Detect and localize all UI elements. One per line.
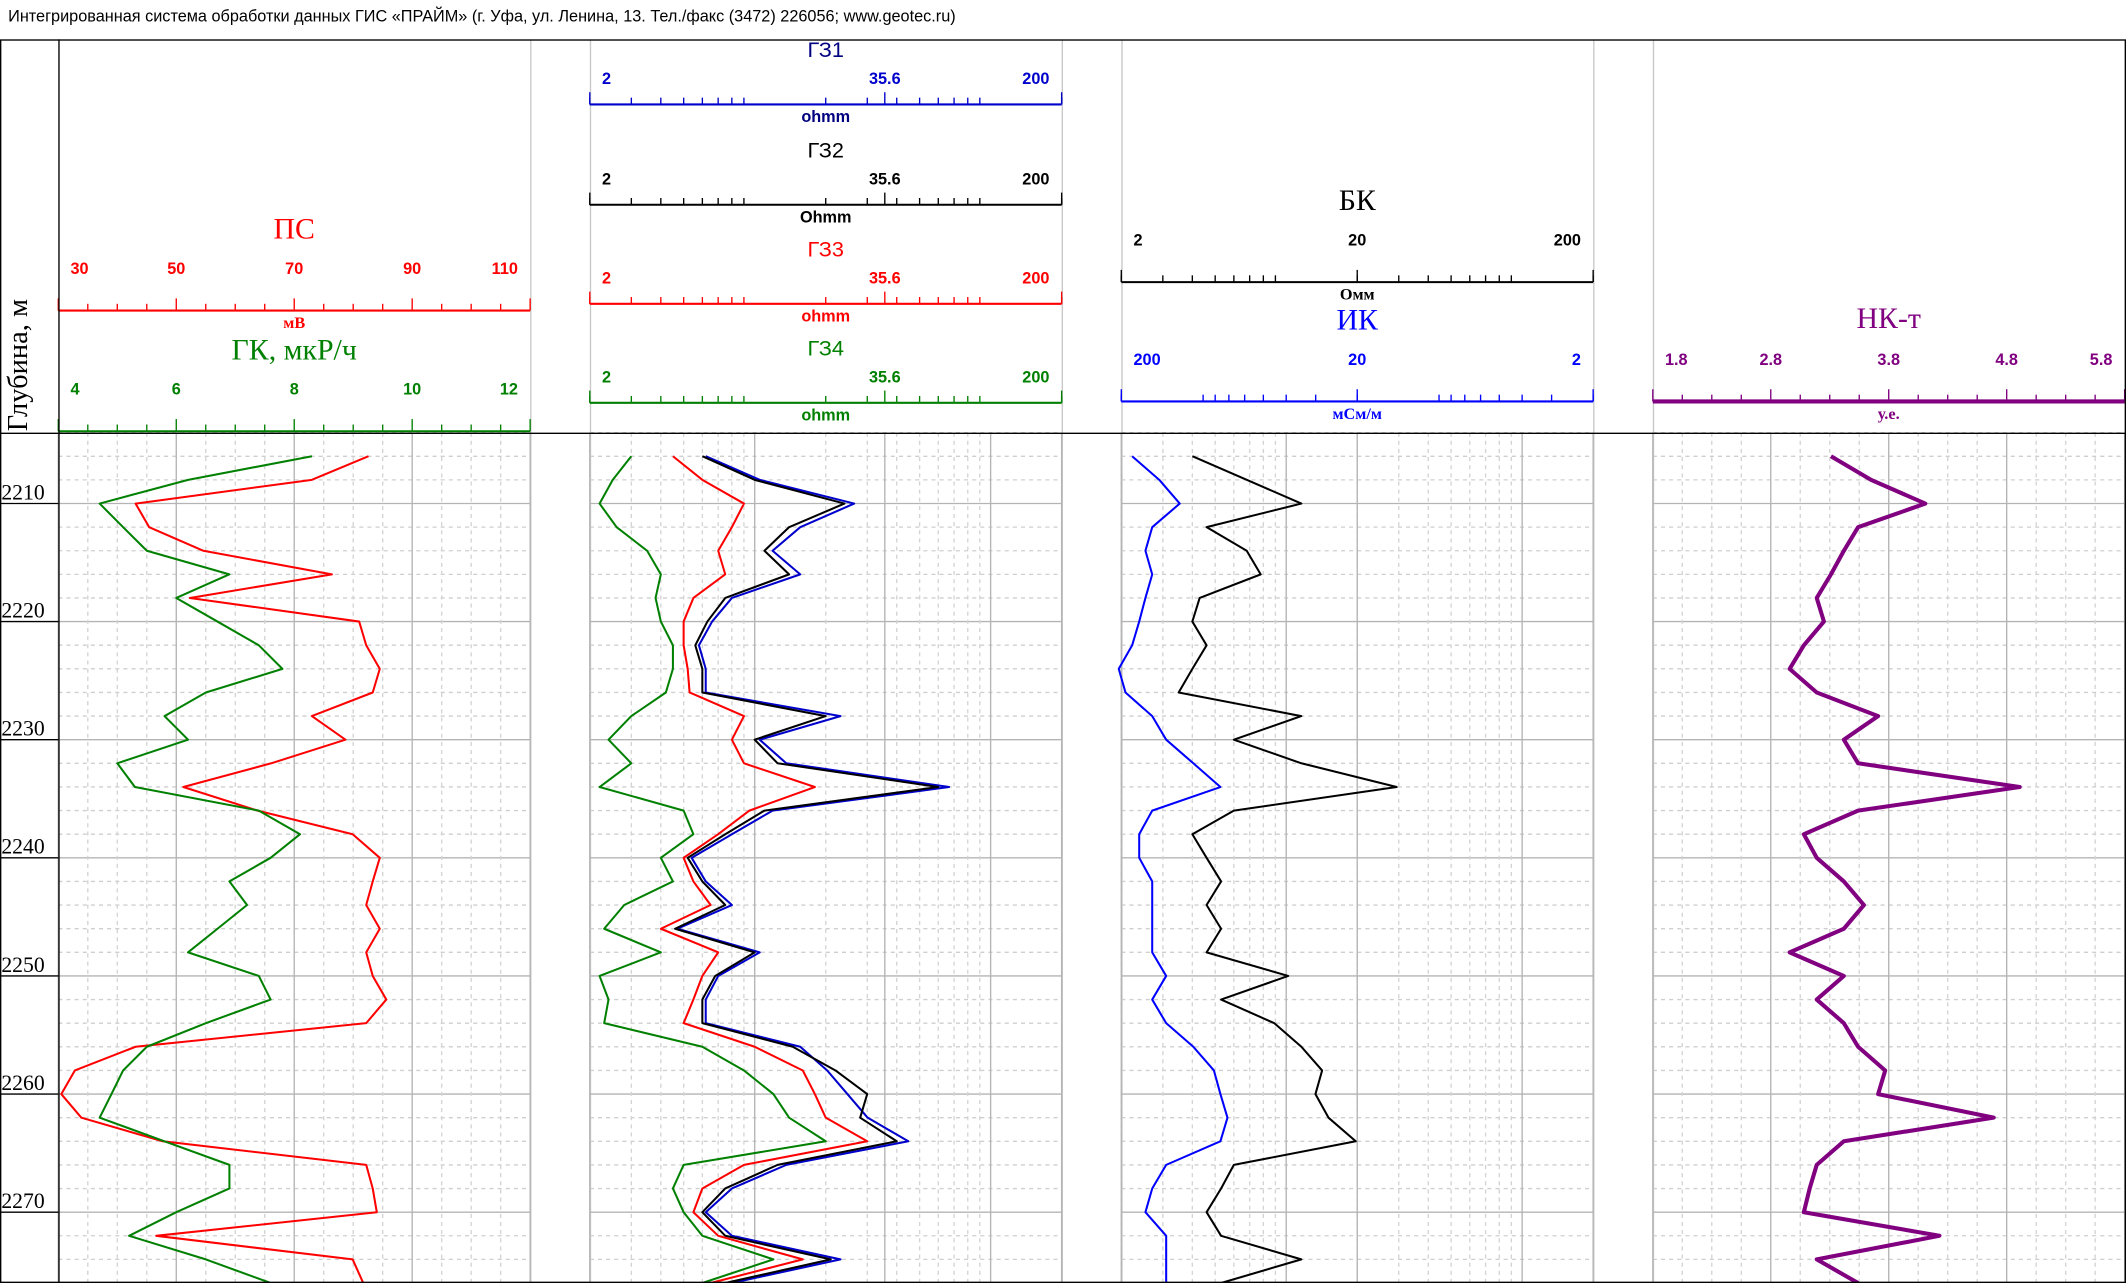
scale-tick-label: 10 bbox=[403, 381, 421, 399]
curve-title: ПС bbox=[274, 213, 315, 246]
scale-tick-label: 50 bbox=[167, 260, 185, 278]
scale-tick-label: 200 bbox=[1022, 269, 1049, 287]
curve-title: ИК bbox=[1337, 304, 1379, 337]
log-curve bbox=[60, 455, 388, 1283]
scale-tick-label: 20 bbox=[1348, 351, 1366, 369]
log-curve bbox=[1117, 455, 1229, 1283]
scale-tick-label: 35.6 bbox=[869, 170, 901, 188]
scale-tick-label: 200 bbox=[1022, 170, 1049, 188]
scale-tick-label: 200 bbox=[1022, 368, 1049, 386]
curve-title: ГЗ1 bbox=[808, 37, 844, 62]
scale-tick-label: 2.8 bbox=[1759, 351, 1782, 369]
scale-tick-label: 30 bbox=[71, 260, 89, 278]
curve-title: НК-т bbox=[1857, 302, 1921, 335]
frame bbox=[0, 39, 2126, 1283]
scale-tick-label: 20 bbox=[1348, 231, 1366, 249]
curve-unit: ohmm bbox=[801, 307, 850, 325]
log-curve bbox=[674, 455, 940, 1283]
scale-tick-label: 5.8 bbox=[2090, 351, 2113, 369]
depth-tick-label: 2220 bbox=[1, 599, 45, 623]
log-curve bbox=[1177, 455, 1398, 1283]
log-curve bbox=[676, 455, 951, 1283]
scale-tick-label: 200 bbox=[1022, 70, 1049, 88]
log-curve bbox=[1787, 454, 2022, 1283]
scale-tick-label: 110 bbox=[492, 260, 518, 278]
log-curve bbox=[598, 455, 827, 1283]
scale-tick-label: 35.6 bbox=[869, 269, 901, 287]
log-curve bbox=[659, 455, 869, 1283]
curve-unit: мСм/м bbox=[1332, 405, 1382, 423]
depth-tick-label: 2260 bbox=[1, 1071, 45, 1095]
depth-tick-label: 2270 bbox=[1, 1189, 45, 1213]
scale-tick-label: 2 bbox=[602, 368, 611, 386]
curve-unit: у.е. bbox=[1878, 405, 1900, 423]
curve-unit: ohmm bbox=[801, 108, 850, 126]
curve-title: ГЗ3 bbox=[808, 236, 844, 261]
scale-tick-label: 4.8 bbox=[1995, 351, 2018, 369]
scale-tick-label: 8 bbox=[290, 381, 299, 399]
depth-tick-label: 2210 bbox=[1, 480, 45, 504]
scale-tick-label: 2 bbox=[602, 269, 611, 287]
scale-tick-label: 200 bbox=[1134, 351, 1161, 369]
scale-tick-label: 1.8 bbox=[1665, 351, 1688, 369]
curve-title: ГЗ2 bbox=[808, 137, 844, 162]
curve-unit: ohmm bbox=[801, 406, 850, 424]
scale-tick-label: 12 bbox=[500, 381, 518, 399]
curve-unit: Ohmm bbox=[800, 208, 852, 226]
scale-tick-label: 2 bbox=[602, 70, 611, 88]
curve-unit: Омм bbox=[1340, 286, 1375, 304]
scale-tick-label: 90 bbox=[403, 260, 421, 278]
scale-tick-label: 200 bbox=[1554, 231, 1581, 249]
scale-tick-label: 4 bbox=[71, 381, 80, 399]
curves-layer bbox=[60, 454, 2022, 1283]
scale-tick-label: 35.6 bbox=[869, 70, 901, 88]
header: Интегрированная система обработки данных… bbox=[8, 7, 956, 26]
curve-unit: мВ bbox=[283, 314, 305, 332]
depth-label: Глубина, м bbox=[3, 299, 34, 431]
scale-tick-label: 3.8 bbox=[1877, 351, 1900, 369]
curve-title: БК bbox=[1339, 184, 1376, 217]
curve-title: ГЗ4 bbox=[808, 335, 844, 360]
depth-tick-label: 2230 bbox=[1, 717, 45, 741]
scale-tick-label: 2 bbox=[602, 170, 611, 188]
depth-tick-label: 2250 bbox=[1, 953, 45, 977]
curve-title: ГК, мкР/ч bbox=[232, 333, 357, 366]
log-curve bbox=[98, 455, 313, 1283]
scale-tick-label: 35.6 bbox=[869, 368, 901, 386]
depth-tick-label: 2240 bbox=[1, 835, 45, 859]
scale-tick-label: 6 bbox=[172, 381, 181, 399]
scale-tick-label: 2 bbox=[1134, 231, 1143, 249]
scale-tick-label: 70 bbox=[285, 260, 303, 278]
grid-layer bbox=[57, 39, 2126, 1283]
scale-tick-label: 2 bbox=[1572, 351, 1581, 369]
